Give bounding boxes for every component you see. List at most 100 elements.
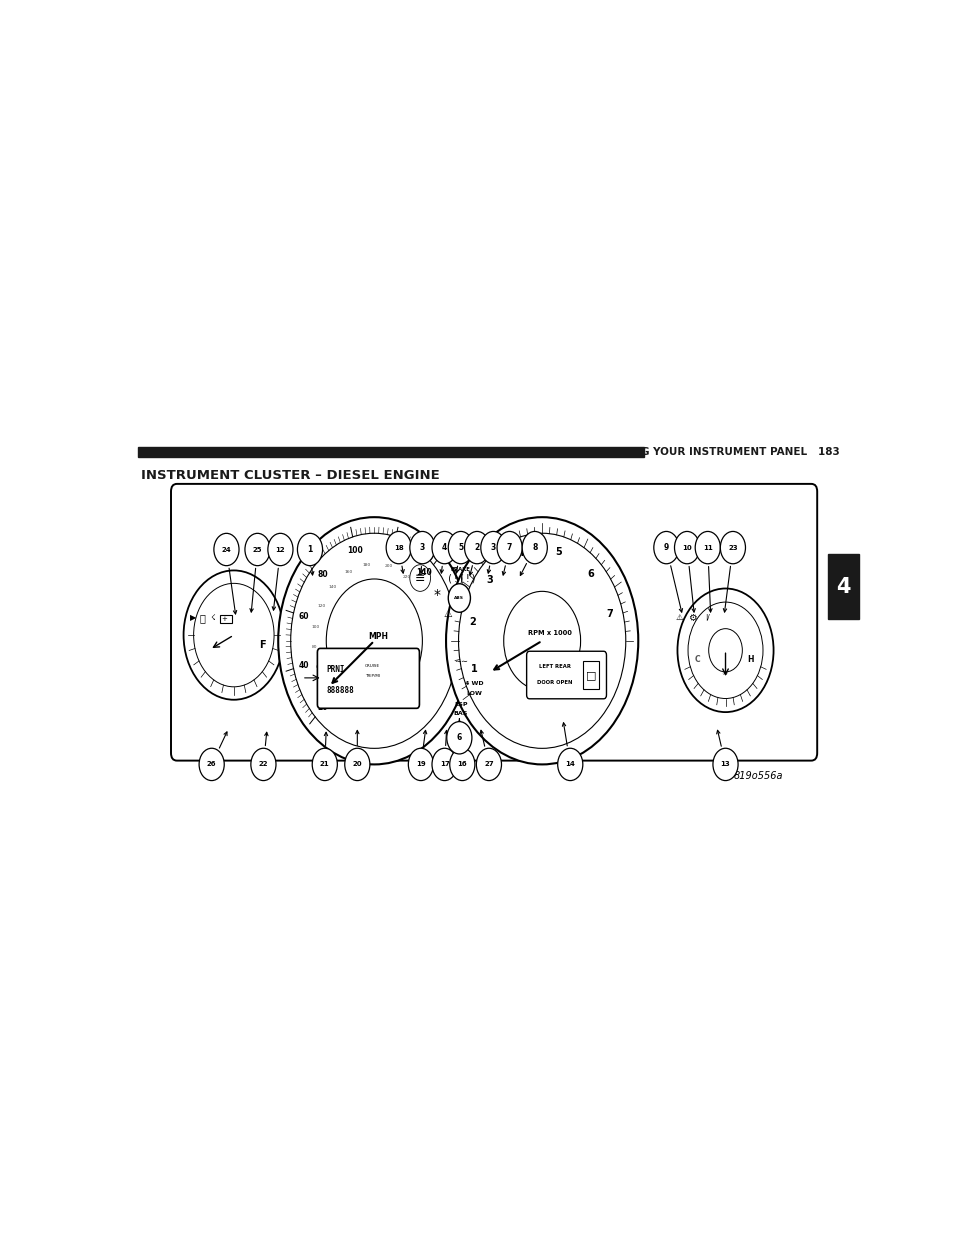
Circle shape xyxy=(199,748,224,781)
FancyBboxPatch shape xyxy=(171,484,817,761)
Text: 7: 7 xyxy=(506,543,512,552)
Text: 180: 180 xyxy=(362,563,371,567)
Text: 80: 80 xyxy=(317,569,328,579)
Text: 18: 18 xyxy=(394,545,403,551)
Text: 6: 6 xyxy=(456,734,461,742)
Text: 19: 19 xyxy=(416,762,425,767)
Circle shape xyxy=(480,531,505,563)
Circle shape xyxy=(408,748,433,781)
Circle shape xyxy=(312,748,337,781)
Text: 120: 120 xyxy=(385,546,400,555)
Text: 22: 22 xyxy=(258,762,268,767)
Text: 3: 3 xyxy=(485,574,492,584)
Circle shape xyxy=(193,583,274,687)
Text: 100: 100 xyxy=(312,625,319,630)
Circle shape xyxy=(251,748,275,781)
Text: 160: 160 xyxy=(344,569,352,574)
Text: ☀: ☀ xyxy=(720,671,727,677)
Text: ▶: ▶ xyxy=(190,614,196,622)
Circle shape xyxy=(558,748,582,781)
Text: 3: 3 xyxy=(490,543,496,552)
Text: ABS: ABS xyxy=(454,597,464,600)
Text: F: F xyxy=(258,640,265,650)
Text: 9: 9 xyxy=(663,543,668,552)
Text: ≡: ≡ xyxy=(415,572,425,584)
Bar xyxy=(137,447,643,457)
Text: 200: 200 xyxy=(384,564,393,568)
Circle shape xyxy=(446,721,472,753)
Text: UNDERSTANDING YOUR INSTRUMENT PANEL   183: UNDERSTANDING YOUR INSTRUMENT PANEL 183 xyxy=(548,447,840,457)
Text: 21: 21 xyxy=(319,762,329,767)
Text: 23: 23 xyxy=(727,545,737,551)
Text: ⚙: ⚙ xyxy=(687,613,696,622)
Circle shape xyxy=(708,629,741,672)
Text: BRAKE: BRAKE xyxy=(450,567,470,572)
Text: (!): (!) xyxy=(446,573,464,583)
Text: 819o556a: 819o556a xyxy=(733,771,782,781)
Circle shape xyxy=(674,531,699,563)
Text: ⚠: ⚠ xyxy=(443,609,452,619)
Text: 60: 60 xyxy=(315,664,321,669)
Text: INSTRUMENT CLUSTER – DIESEL ENGINE: INSTRUMENT CLUSTER – DIESEL ENGINE xyxy=(141,469,439,482)
Text: 5: 5 xyxy=(555,547,561,557)
Text: 24: 24 xyxy=(221,547,231,552)
Circle shape xyxy=(410,531,435,563)
Circle shape xyxy=(653,531,679,563)
Text: 7: 7 xyxy=(606,609,613,619)
Text: 4 WD: 4 WD xyxy=(464,680,483,687)
Text: ⛽: ⛽ xyxy=(199,613,205,622)
Text: C: C xyxy=(694,656,700,664)
Text: km/h: km/h xyxy=(349,698,362,703)
Text: *: * xyxy=(434,588,440,603)
Circle shape xyxy=(291,534,457,748)
Circle shape xyxy=(410,564,430,592)
Text: 888888: 888888 xyxy=(326,685,354,695)
Circle shape xyxy=(213,534,239,566)
Text: 120: 120 xyxy=(316,604,325,608)
Text: CRUISE: CRUISE xyxy=(364,664,379,668)
Text: 40: 40 xyxy=(298,661,309,669)
Text: 27: 27 xyxy=(483,762,494,767)
Text: +: + xyxy=(221,616,227,622)
Bar xyxy=(826,555,858,619)
Circle shape xyxy=(476,748,501,781)
Text: 4: 4 xyxy=(517,548,524,558)
Text: 25: 25 xyxy=(253,547,262,552)
Text: 2: 2 xyxy=(469,616,476,627)
Circle shape xyxy=(183,571,284,700)
Circle shape xyxy=(720,531,744,563)
Text: 8: 8 xyxy=(532,543,537,552)
Text: 6: 6 xyxy=(587,569,594,579)
Circle shape xyxy=(432,748,456,781)
Circle shape xyxy=(521,531,547,563)
Text: 12: 12 xyxy=(275,547,285,552)
Text: 11: 11 xyxy=(702,545,712,551)
Circle shape xyxy=(695,531,720,563)
Circle shape xyxy=(458,534,625,748)
Circle shape xyxy=(448,531,473,563)
Text: RPM x 1000: RPM x 1000 xyxy=(527,630,571,636)
Text: LOW: LOW xyxy=(466,690,481,695)
Text: ☇: ☇ xyxy=(210,614,214,622)
Circle shape xyxy=(297,534,322,566)
Text: BAS: BAS xyxy=(454,710,468,715)
Text: 60: 60 xyxy=(298,613,309,621)
Text: 5: 5 xyxy=(457,543,463,552)
Text: 26: 26 xyxy=(207,762,216,767)
FancyBboxPatch shape xyxy=(317,648,419,709)
Text: 80: 80 xyxy=(312,646,317,650)
Text: 16: 16 xyxy=(457,762,467,767)
Text: H: H xyxy=(746,656,753,664)
Text: 20: 20 xyxy=(353,762,362,767)
Text: 1: 1 xyxy=(307,545,313,555)
Text: 10: 10 xyxy=(681,545,691,551)
Circle shape xyxy=(446,517,638,764)
Circle shape xyxy=(326,579,422,703)
FancyBboxPatch shape xyxy=(526,651,606,699)
Text: 100: 100 xyxy=(347,546,363,555)
Circle shape xyxy=(677,589,773,713)
Text: LEFT REAR: LEFT REAR xyxy=(538,664,570,669)
Text: 4: 4 xyxy=(441,543,447,552)
Circle shape xyxy=(464,531,489,563)
Text: 140: 140 xyxy=(416,568,432,577)
